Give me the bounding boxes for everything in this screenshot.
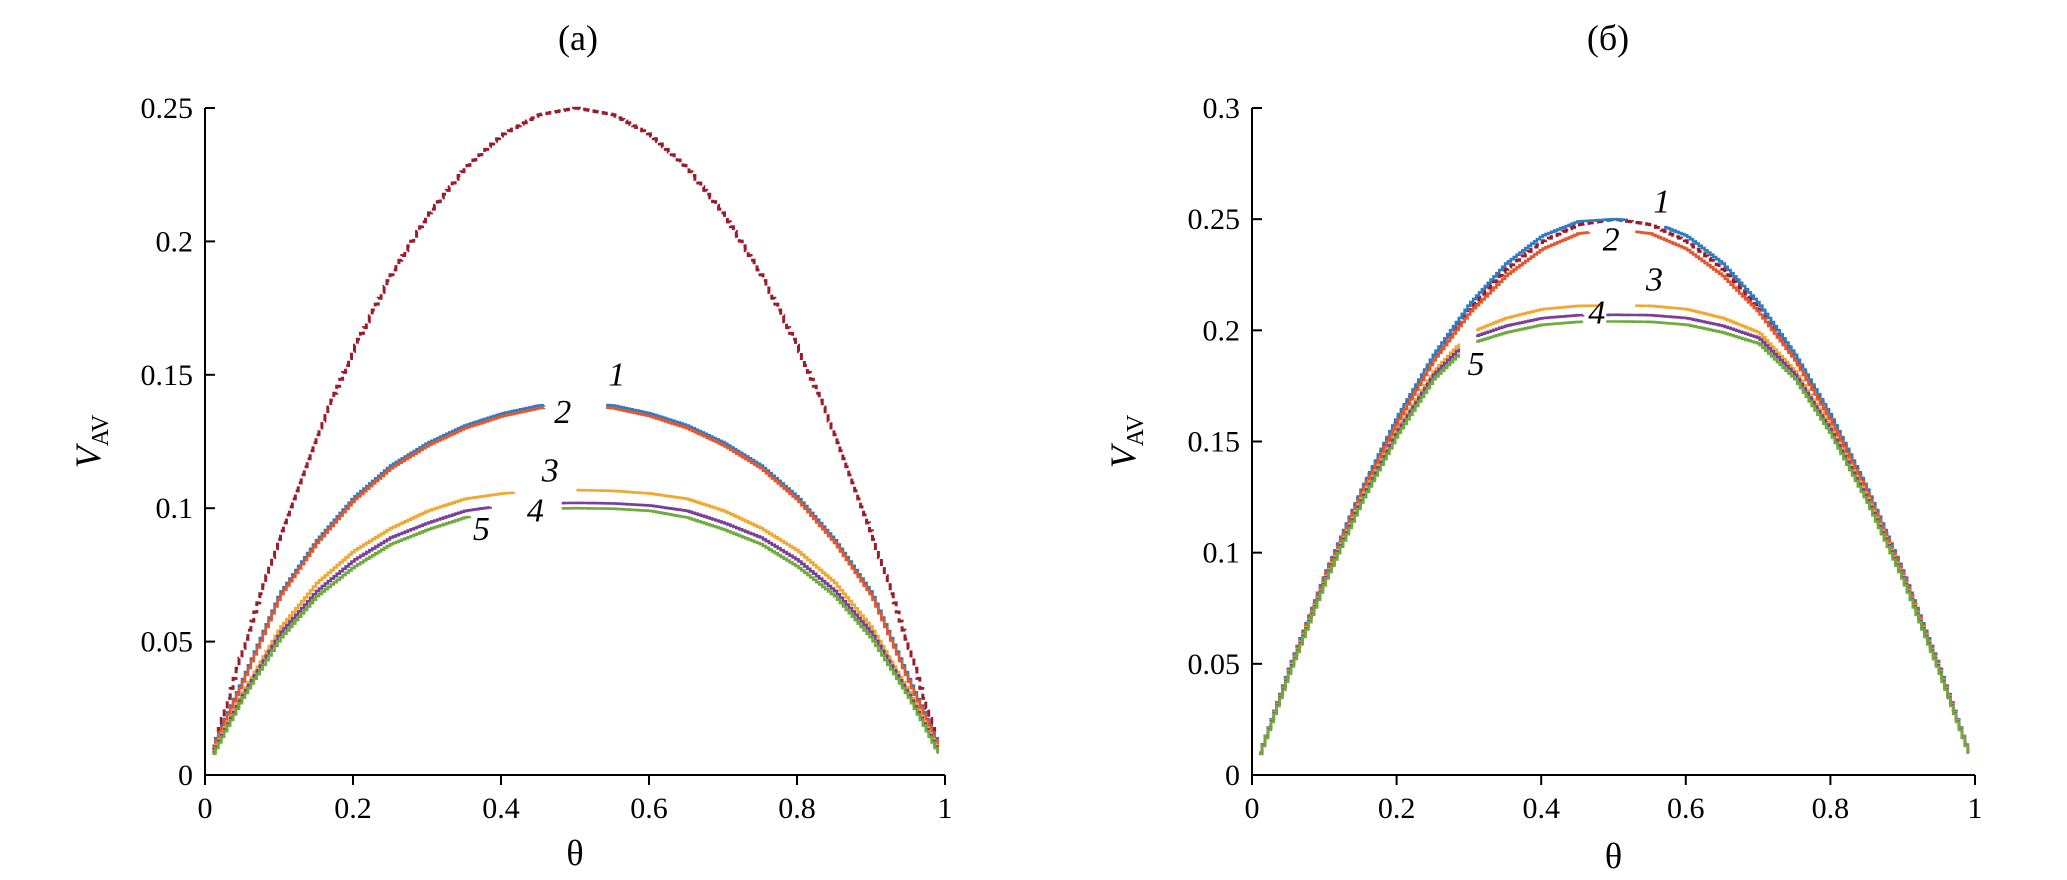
- panel-a-title: (a): [558, 18, 598, 58]
- x-tick-label: 0.4: [1522, 792, 1560, 825]
- panel-a: (a) 0 0.05 0.1 0.15 0.2 0.25 0 0.2 0.4 0.6 0.8 1 θ VA…: [68, 18, 953, 873]
- series-label-4: 4: [1588, 295, 1605, 332]
- x-tick-label: 0.8: [778, 792, 816, 825]
- series-label-3: 3: [541, 453, 559, 490]
- series-line-5: [1476, 320, 1584, 343]
- x-tick-label: 0: [198, 792, 213, 825]
- series-line-1: [212, 404, 546, 747]
- series-line-3: [1476, 304, 1604, 331]
- series-line-3: [212, 491, 516, 753]
- y-tick-label: 0.15: [141, 359, 194, 392]
- series-line-4: [1259, 348, 1461, 755]
- series-line-4: [212, 506, 492, 754]
- x-tick-label: 1: [938, 792, 953, 825]
- series-line-5: [561, 506, 939, 754]
- series-label-3: 3: [1645, 261, 1663, 298]
- series-line-2: [606, 406, 939, 747]
- series-label-4: 4: [527, 493, 544, 530]
- y-tick-label: 0.2: [156, 225, 194, 258]
- y-tick-label: 0.25: [1188, 203, 1241, 236]
- y-tick-label: 0.3: [1203, 92, 1241, 125]
- panel-b: (б) 0 0.05 0.1 0.15 0.2 0.25 0.3 0 0.2 0.4 0.6 0.8 1…: [1103, 18, 1983, 876]
- series-line-4: [1476, 313, 1585, 337]
- series-line-5: [1606, 320, 1970, 754]
- x-axis-label: θ: [1605, 836, 1622, 876]
- series-line-1: [1259, 218, 1628, 755]
- y-axis-label: VAV: [68, 414, 114, 468]
- x-tick-label: 0: [1245, 792, 1260, 825]
- x-tick-label: 1: [1968, 792, 1983, 825]
- series-label-1: 1: [1653, 183, 1670, 220]
- series-label-2: 2: [554, 394, 571, 431]
- series-line-3: [1259, 343, 1461, 755]
- panel-b-title: (б): [1587, 18, 1629, 58]
- y-tick-label: 0.1: [156, 492, 194, 525]
- y-tick-label: 0.1: [1203, 537, 1241, 570]
- y-tick-label: 0.15: [1188, 426, 1241, 459]
- series-label-2: 2: [1603, 221, 1620, 258]
- x-tick-label: 0.8: [1812, 792, 1850, 825]
- y-tick-label: 0.25: [141, 92, 194, 125]
- series-line-1: [1664, 225, 1970, 753]
- reference-curve-dashed: [212, 106, 940, 751]
- y-tick-label: 0.05: [141, 626, 194, 659]
- x-tick-label: 0.6: [1667, 792, 1705, 825]
- y-axis-label: VAV: [1103, 414, 1149, 468]
- x-tick-label: 0.2: [334, 792, 372, 825]
- series-line-2: [212, 406, 546, 749]
- y-tick-label: 0.2: [1203, 314, 1241, 347]
- series-line-4: [1606, 313, 1970, 754]
- series-label-5: 5: [473, 511, 490, 548]
- series-line-5: [1259, 353, 1461, 756]
- y-tick-label: 0: [178, 759, 193, 792]
- series-line-5: [212, 515, 472, 755]
- x-tick-label: 0.2: [1378, 792, 1416, 825]
- x-tick-label: 0.4: [482, 792, 520, 825]
- x-tick-label: 0.6: [630, 792, 668, 825]
- series-line-3: [1635, 304, 1970, 754]
- y-tick-label: 0: [1225, 759, 1240, 792]
- y-tick-label: 0.05: [1188, 648, 1241, 681]
- series-label-5: 5: [1467, 346, 1484, 383]
- series-line-4: [561, 501, 939, 753]
- series-label-1: 1: [608, 356, 625, 393]
- x-axis-label: θ: [566, 833, 583, 873]
- series-line-2: [1259, 231, 1591, 755]
